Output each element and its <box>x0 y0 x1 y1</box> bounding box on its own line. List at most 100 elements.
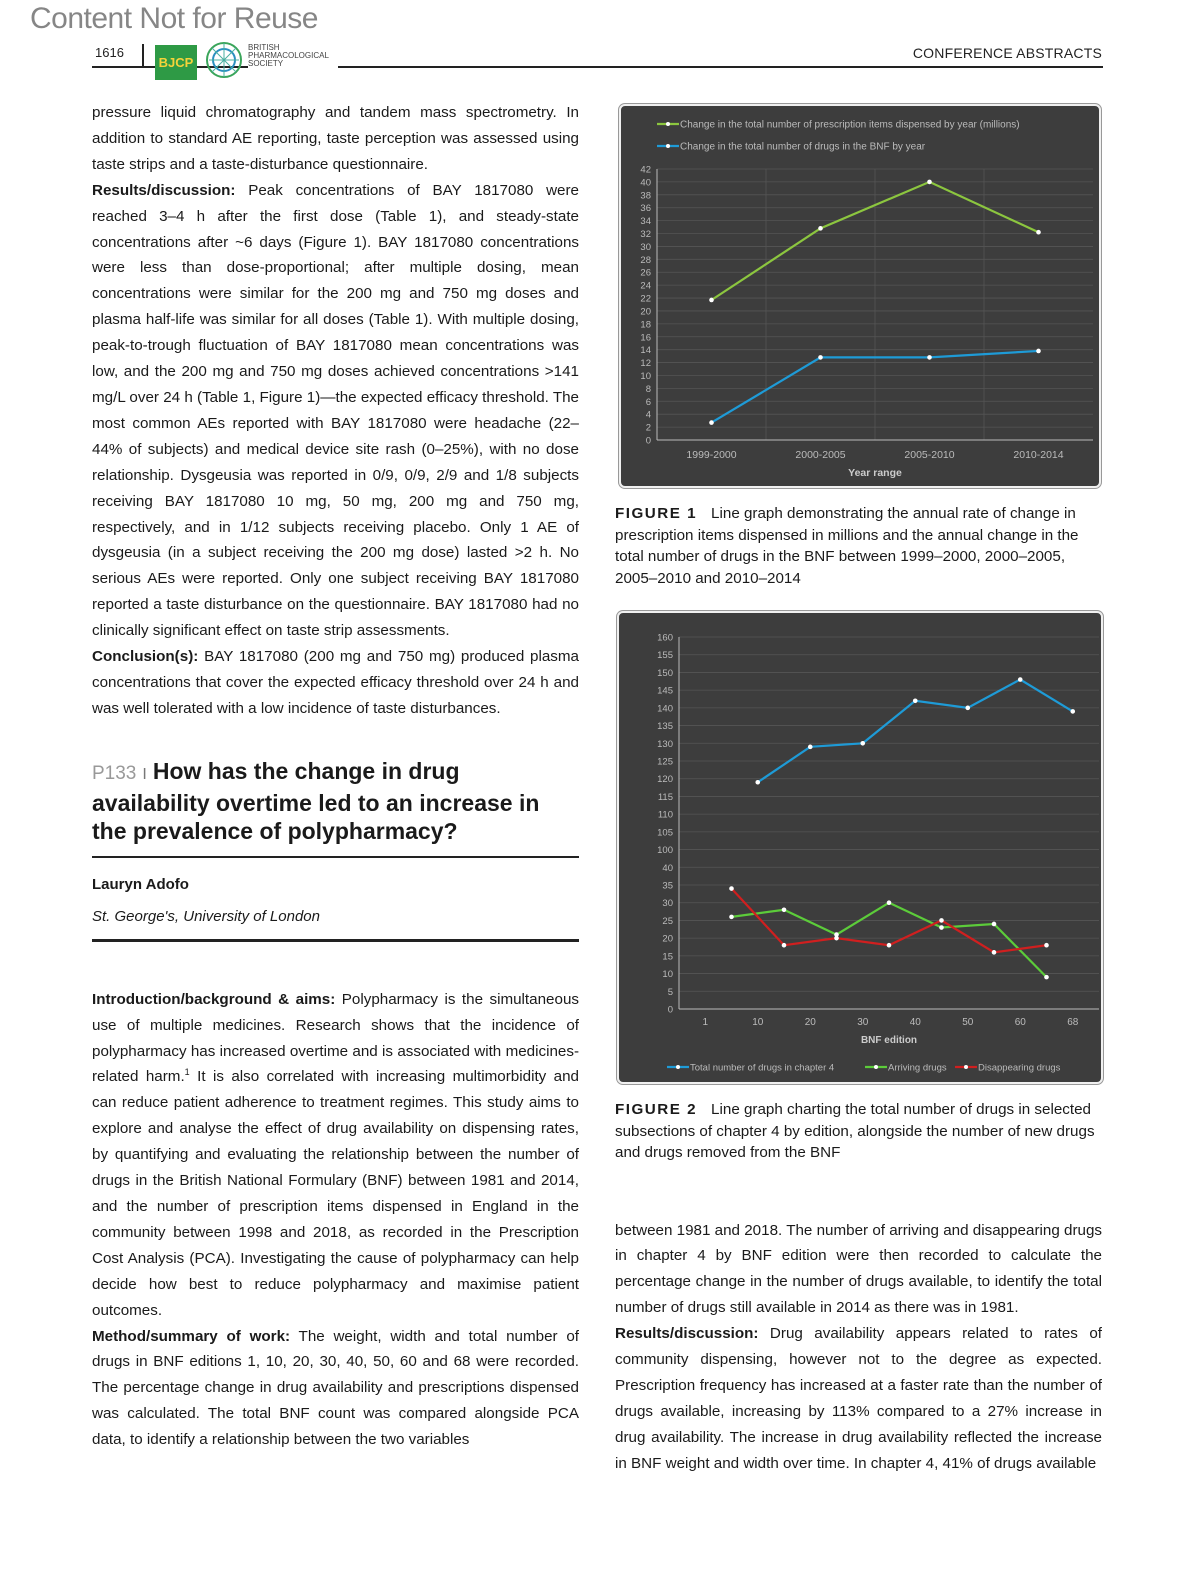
header-separator <box>142 44 144 67</box>
intro-text: Polypharmacy is the simultaneous use of … <box>92 990 579 1086</box>
data-point <box>781 942 787 948</box>
abstract-body-right: between 1981 and 2018. The number of arr… <box>615 1218 1102 1477</box>
intro-paragraph: Introduction/background & aims: Polyphar… <box>92 987 579 1324</box>
data-point <box>991 921 997 927</box>
data-point <box>818 355 823 360</box>
x-tick-label: 2010-2014 <box>1013 449 1063 461</box>
legend-marker <box>666 144 670 148</box>
results-text: Peak concentrations of BAY 1817080 were … <box>92 181 579 640</box>
conclusion-label: Conclusion(s): <box>92 648 199 666</box>
y-tick-label: 100 <box>657 845 673 856</box>
figure-2-label: FIGURE 2 <box>615 1101 698 1118</box>
data-point <box>729 886 734 891</box>
abstract-id: P133 <box>92 762 137 784</box>
y-tick-label: 40 <box>662 863 673 874</box>
intro-text-cont: It is also correlated with increasing mu… <box>92 1068 579 1319</box>
y-tick-label: 38 <box>640 190 651 201</box>
method-paragraph: Method/summary of work: The weight, widt… <box>92 1324 579 1454</box>
section-title: CONFERENCE ABSTRACTS <box>912 45 1102 61</box>
y-tick-label: 140 <box>657 703 673 714</box>
results-label: Results/discussion: <box>92 181 236 199</box>
x-tick-label: 2000-2005 <box>795 449 845 461</box>
data-point <box>729 914 734 920</box>
data-point <box>912 698 918 704</box>
y-tick-label: 28 <box>640 255 651 266</box>
data-point <box>991 950 997 955</box>
series-line-1 <box>710 349 1039 424</box>
y-tick-label: 150 <box>657 668 673 679</box>
y-tick-label: 26 <box>640 268 651 279</box>
y-tick-label: 15 <box>662 951 673 962</box>
y-tick-label: 5 <box>668 987 673 998</box>
y-tick-label: 18 <box>640 319 651 330</box>
x-tick-label: 40 <box>910 1017 922 1028</box>
author-rule <box>92 939 579 942</box>
x-tick-label: 1 <box>702 1017 708 1028</box>
legend-label: Change in the total number of prescripti… <box>680 120 1020 131</box>
legend-marker <box>964 1065 968 1069</box>
y-tick-label: 120 <box>657 774 673 785</box>
left-column: pressure liquid chromatography and tande… <box>92 100 579 1453</box>
legend-label: Total number of drugs in chapter 4 <box>690 1063 834 1074</box>
watermark: Content Not for Reuse <box>30 2 319 35</box>
y-tick-label: 8 <box>646 384 651 395</box>
y-tick-label: 40 <box>640 177 651 188</box>
data-point <box>1044 942 1049 948</box>
x-tick-label: 30 <box>857 1017 869 1028</box>
figure-2-chart: 0 5 10 15 20 25 30 35 40 100 105 110 115 120 125 130 135… <box>617 611 1103 1084</box>
data-point <box>1036 348 1041 354</box>
data-point <box>927 179 932 185</box>
method-text: The weight, width and total number of dr… <box>92 1327 579 1449</box>
page-number: 1616 <box>95 45 124 60</box>
y-tick-label: 10 <box>662 969 673 980</box>
figure-1-label: FIGURE 1 <box>615 505 698 522</box>
y-tick-label: 2 <box>646 423 651 434</box>
y-tick-label: 20 <box>640 306 651 317</box>
data-point <box>834 932 839 937</box>
data-point <box>1044 974 1049 980</box>
figure-2-svg: 0510152025303540100105110115120125130135… <box>657 633 1099 1074</box>
data-point <box>1036 229 1041 235</box>
y-tick-label: 24 <box>640 281 651 292</box>
method-label: Method/summary of work: <box>92 1327 291 1345</box>
data-point <box>939 918 944 923</box>
data-point <box>755 779 761 785</box>
title-separator: I <box>142 765 147 783</box>
data-point <box>834 935 839 941</box>
y-tick-label: 20 <box>662 934 673 945</box>
figure-1-caption: FIGURE 1 Line graph demonstrating the ann… <box>615 503 1102 589</box>
series-line-0 <box>757 678 1074 784</box>
y-tick-label: 30 <box>662 898 673 909</box>
x-tick-label: 1999-2000 <box>686 449 736 461</box>
data-point <box>1070 709 1076 714</box>
header-rule <box>92 66 1103 68</box>
y-tick-label: 25 <box>662 916 673 927</box>
y-tick-label: 125 <box>657 757 673 768</box>
methods-tail: pressure liquid chromatography and tande… <box>92 104 579 173</box>
society-name: BRITISH PHARMACOLOGICAL SOCIETY <box>248 44 338 68</box>
data-point <box>709 297 714 303</box>
y-tick-label: 115 <box>658 792 673 803</box>
x-axis-title: BNF edition <box>861 1035 917 1046</box>
y-tick-label: 0 <box>646 436 651 447</box>
y-tick-label: 16 <box>640 332 651 343</box>
y-tick-label: 145 <box>657 686 673 697</box>
bps-logo-icon <box>206 42 242 78</box>
x-tick-label: 50 <box>962 1017 974 1028</box>
y-tick-label: 36 <box>640 203 651 214</box>
data-point <box>1017 677 1023 682</box>
x-axis-title: Year range <box>848 467 902 479</box>
y-tick-label: 110 <box>658 810 673 821</box>
figure-2-caption: FIGURE 2 Line graph charting the total nu… <box>615 1099 1102 1164</box>
data-point <box>860 740 866 746</box>
abstract-body-left: Introduction/background & aims: Polyphar… <box>92 987 579 1453</box>
figure-1-caption-text: Line graph demonstrating the annual rate… <box>615 505 1079 587</box>
data-point <box>781 907 787 913</box>
y-tick-label: 0 <box>668 1005 673 1016</box>
reference-1: 1 <box>184 1067 190 1078</box>
x-tick-label: 60 <box>1015 1017 1027 1028</box>
results-paragraph-p133: Results/discussion: Drug availability ap… <box>615 1321 1102 1476</box>
data-point <box>818 226 823 231</box>
y-tick-label: 105 <box>657 827 673 838</box>
y-tick-label: 35 <box>662 881 673 892</box>
